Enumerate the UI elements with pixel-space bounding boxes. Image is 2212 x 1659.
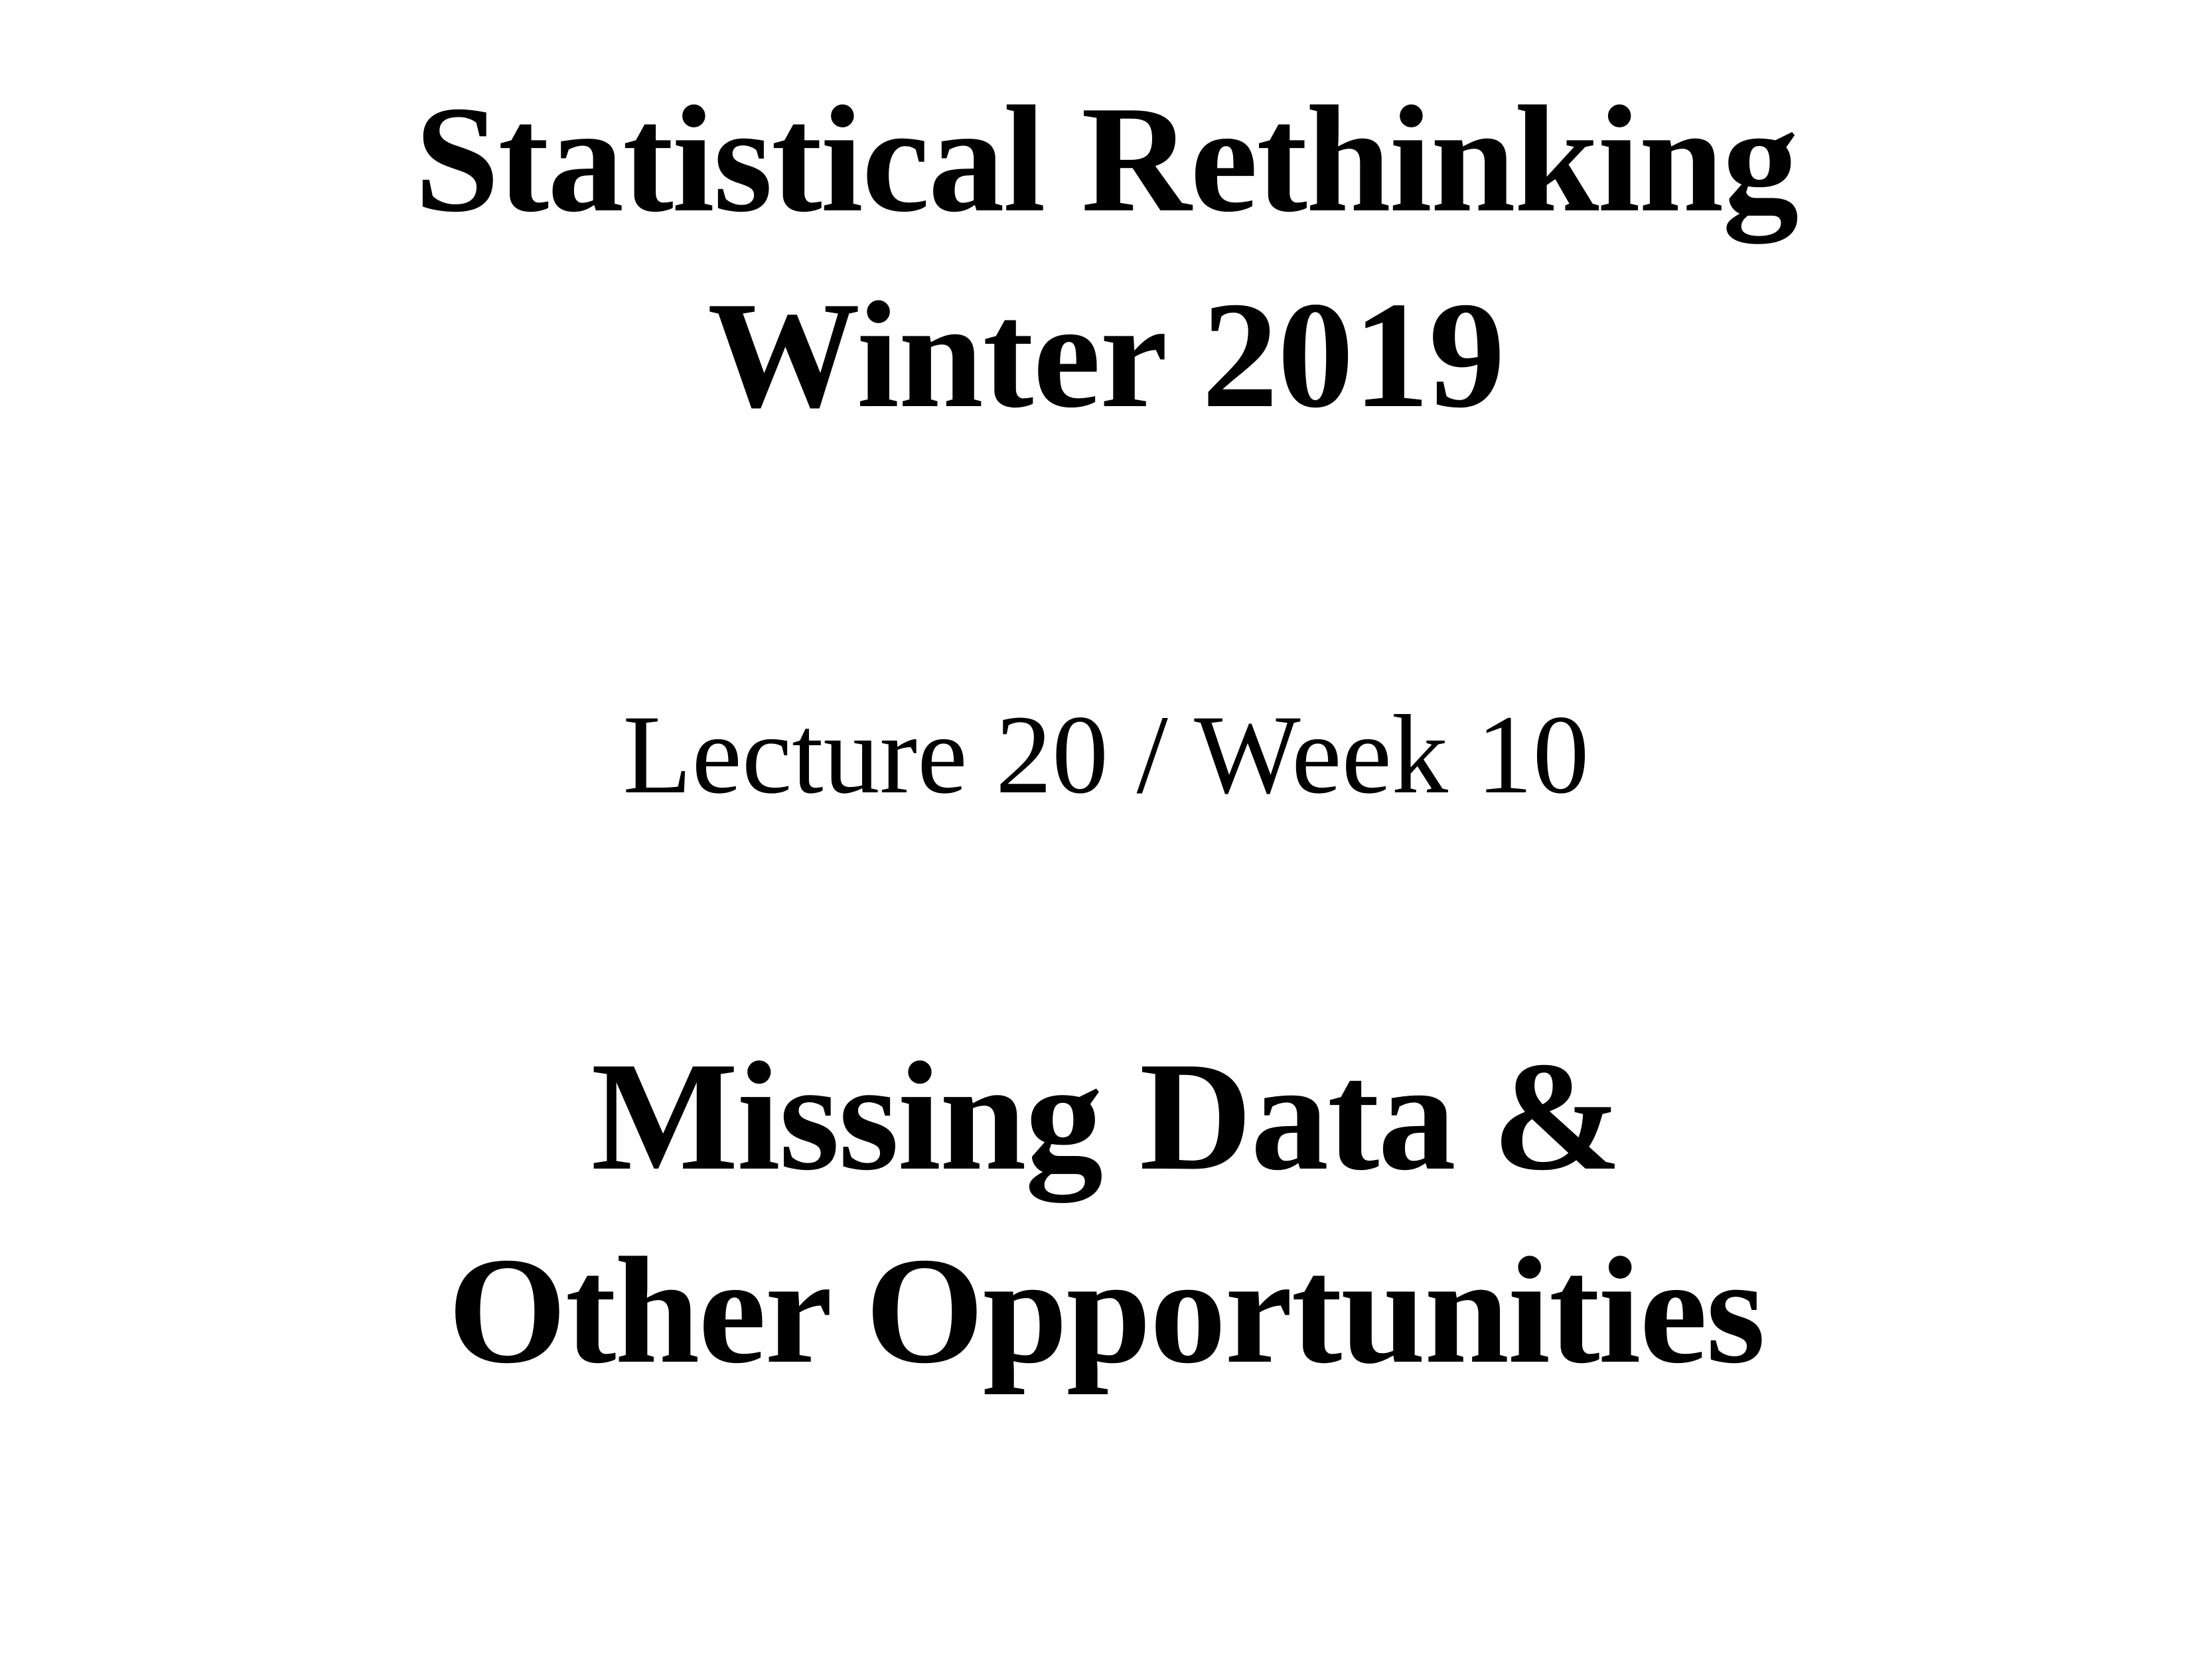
- lecture-label: Lecture 20 / Week 10: [623, 692, 1589, 817]
- lecture-title-line-2: Other Opportunities: [447, 1226, 1765, 1395]
- lecture-title-line-1: Missing Data &: [591, 1030, 1623, 1202]
- course-term: Winter 2019: [707, 270, 1505, 439]
- course-title: Statistical Rethinking: [414, 74, 1799, 244]
